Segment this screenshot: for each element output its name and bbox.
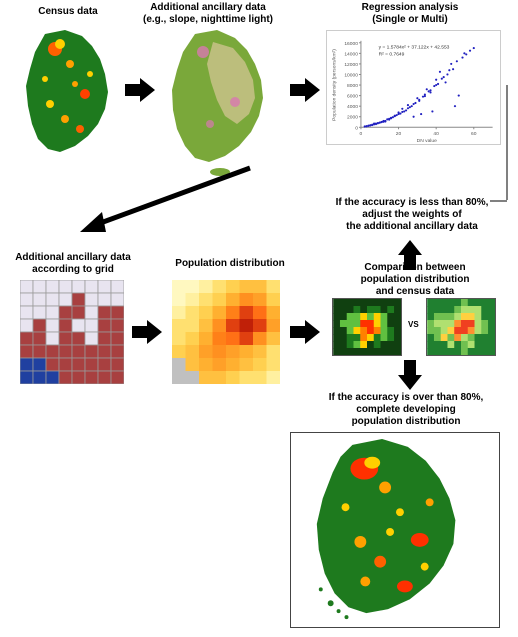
svg-text:4000: 4000 (347, 104, 358, 110)
svg-text:12000: 12000 (344, 62, 358, 68)
pop-grid (172, 280, 280, 384)
label-comparison: Comparison between population distributi… (340, 262, 490, 298)
compare-left (332, 298, 402, 356)
label-less80: If the accuracy is less than 80%, adjust… (322, 197, 502, 233)
svg-text:60: 60 (471, 131, 477, 137)
svg-text:2000: 2000 (347, 115, 358, 121)
scatter-plot: 0 2000 4000 6000 8000 10000 12000 14000 16000 0 20… (326, 30, 501, 145)
arrow-census-to-ancillary (125, 78, 155, 102)
svg-text:8000: 8000 (347, 83, 358, 89)
label-ancillary-top: Additional ancillary data (e.g., slope, … (128, 2, 288, 26)
map-census (10, 24, 125, 164)
svg-text:y = 1.5784x² + 37.122x + 42.55: y = 1.5784x² + 37.122x + 42.553 (379, 45, 450, 51)
vs-label: VS (408, 320, 419, 329)
label-census: Census data (28, 6, 108, 18)
label-over80: If the accuracy is over than 80%, comple… (306, 392, 506, 428)
ancillary-grid (20, 280, 124, 384)
svg-text:0: 0 (355, 125, 358, 131)
arrow-grid-to-pop (132, 320, 162, 344)
svg-text:R² = 0.7649: R² = 0.7649 (379, 52, 405, 58)
label-pop-dist: Population distribution (165, 258, 295, 270)
svg-text:14000: 14000 (344, 51, 358, 57)
arrow-diag-down (70, 160, 260, 240)
arrow-ancillary-to-regression (290, 78, 320, 102)
svg-text:0: 0 (360, 131, 363, 137)
svg-text:DN value: DN value (417, 138, 437, 144)
svg-text:10000: 10000 (344, 72, 358, 78)
feedback-line-h (490, 198, 510, 204)
label-ancillary-grid: Additional ancillary data according to g… (8, 252, 138, 276)
feedback-line (500, 85, 514, 205)
svg-text:Population density (persons/km: Population density (persons/km²) (331, 49, 337, 121)
map-final (290, 432, 500, 628)
svg-text:6000: 6000 (347, 94, 358, 100)
svg-text:40: 40 (433, 131, 439, 137)
arrow-compare-to-final (398, 360, 422, 390)
label-regression: Regression analysis (Single or Multi) (340, 2, 480, 26)
map-ancillary (155, 24, 285, 179)
compare-right (426, 298, 496, 356)
svg-text:16000: 16000 (344, 41, 358, 47)
arrow-pop-to-compare (290, 320, 320, 344)
svg-text:20: 20 (396, 131, 402, 137)
